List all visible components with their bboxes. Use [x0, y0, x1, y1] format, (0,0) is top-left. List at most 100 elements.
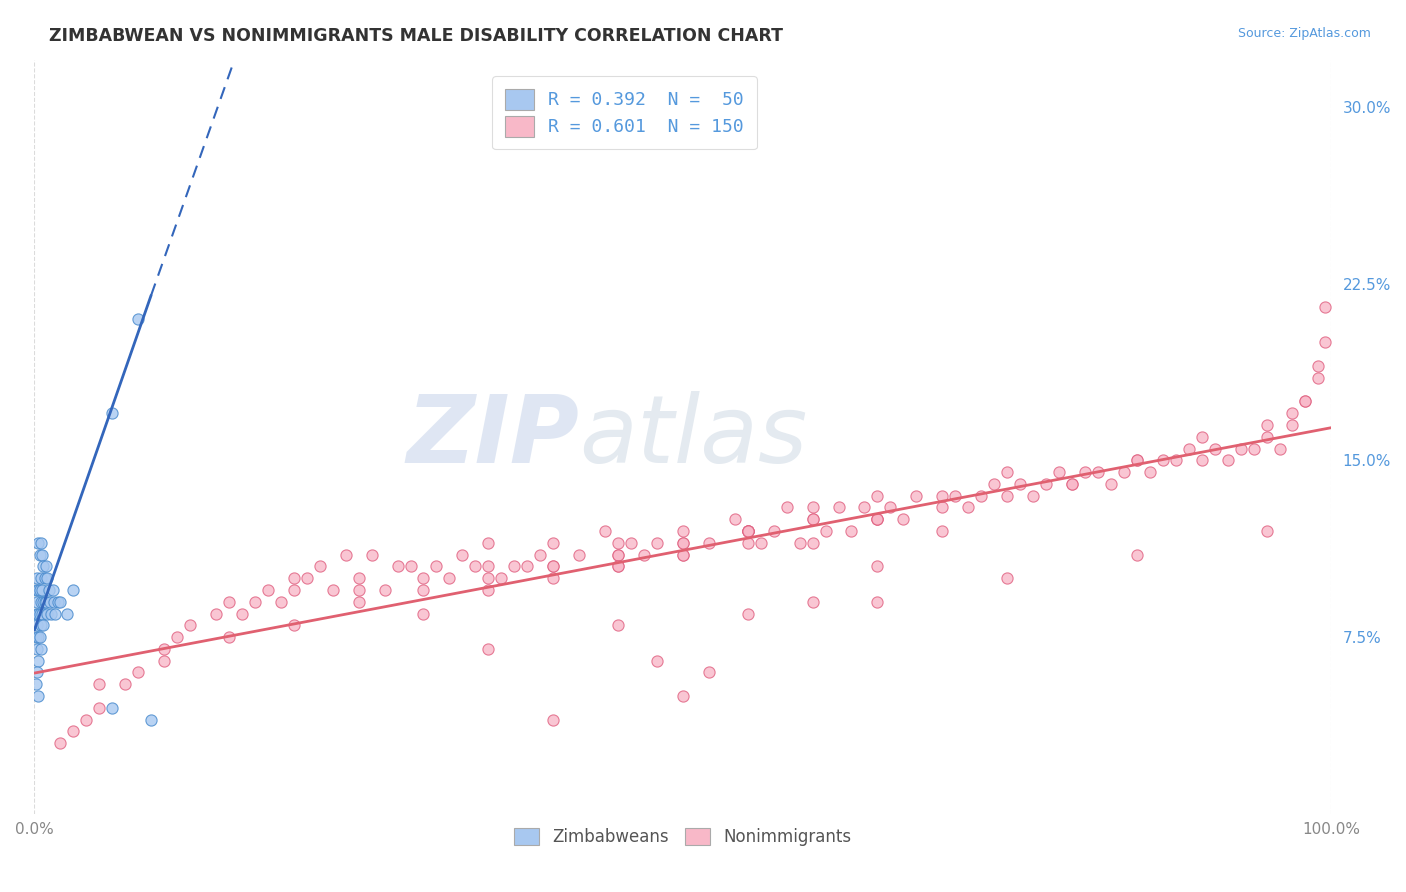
Point	[412, 582, 434, 597]
Point	[593, 524, 616, 538]
Point	[89, 677, 111, 691]
Point	[75, 713, 97, 727]
Point	[25, 618, 48, 632]
Point	[1099, 476, 1122, 491]
Point	[127, 665, 149, 680]
Point	[25, 571, 48, 585]
Point	[27, 654, 49, 668]
Point	[762, 524, 785, 538]
Point	[1126, 548, 1149, 562]
Point	[477, 641, 499, 656]
Point	[1256, 417, 1278, 432]
Point	[477, 571, 499, 585]
Point	[477, 582, 499, 597]
Point	[529, 548, 551, 562]
Point	[44, 607, 66, 621]
Point	[1294, 394, 1316, 409]
Point	[101, 406, 124, 420]
Point	[30, 641, 52, 656]
Point	[205, 607, 228, 621]
Point	[439, 571, 461, 585]
Text: atlas: atlas	[579, 392, 807, 483]
Point	[25, 595, 48, 609]
Point	[1268, 442, 1291, 456]
Point	[995, 571, 1018, 585]
Point	[49, 595, 72, 609]
Point	[827, 500, 849, 515]
Point	[114, 677, 136, 691]
Point	[1060, 476, 1083, 491]
Point	[879, 500, 901, 515]
Point	[1022, 489, 1045, 503]
Point	[814, 524, 837, 538]
Point	[283, 582, 305, 597]
Point	[1229, 442, 1251, 456]
Point	[1191, 453, 1213, 467]
Point	[412, 571, 434, 585]
Text: ZIP: ZIP	[406, 391, 579, 483]
Point	[866, 512, 889, 526]
Point	[30, 536, 52, 550]
Point	[347, 582, 370, 597]
Point	[477, 536, 499, 550]
Point	[32, 595, 55, 609]
Point	[387, 559, 409, 574]
Point	[347, 571, 370, 585]
Point	[801, 512, 824, 526]
Point	[27, 582, 49, 597]
Point	[1074, 465, 1097, 479]
Point	[1060, 476, 1083, 491]
Point	[1243, 442, 1265, 456]
Point	[983, 476, 1005, 491]
Point	[697, 536, 720, 550]
Point	[39, 595, 62, 609]
Point	[1010, 476, 1032, 491]
Point	[943, 489, 966, 503]
Point	[28, 548, 51, 562]
Point	[1204, 442, 1226, 456]
Point	[153, 654, 176, 668]
Point	[56, 607, 79, 621]
Point	[464, 559, 486, 574]
Point	[256, 582, 278, 597]
Point	[1126, 453, 1149, 467]
Point	[1256, 430, 1278, 444]
Point	[46, 595, 69, 609]
Point	[27, 630, 49, 644]
Point	[179, 618, 201, 632]
Point	[38, 582, 60, 597]
Point	[607, 548, 630, 562]
Point	[425, 559, 447, 574]
Point	[31, 607, 53, 621]
Point	[737, 524, 759, 538]
Point	[893, 512, 915, 526]
Point	[37, 571, 59, 585]
Point	[283, 618, 305, 632]
Point	[139, 713, 162, 727]
Point	[399, 559, 422, 574]
Point	[1313, 335, 1336, 350]
Point	[503, 559, 526, 574]
Point	[737, 524, 759, 538]
Point	[1112, 465, 1135, 479]
Point	[541, 559, 564, 574]
Point	[31, 548, 53, 562]
Point	[24, 607, 46, 621]
Point	[724, 512, 747, 526]
Point	[1087, 465, 1109, 479]
Point	[24, 677, 46, 691]
Point	[1177, 442, 1199, 456]
Point	[931, 524, 953, 538]
Point	[41, 582, 63, 597]
Point	[89, 701, 111, 715]
Point	[412, 607, 434, 621]
Point	[645, 654, 668, 668]
Legend: Zimbabweans, Nonimmigrants: Zimbabweans, Nonimmigrants	[506, 820, 860, 855]
Point	[30, 595, 52, 609]
Point	[697, 665, 720, 680]
Point	[49, 736, 72, 750]
Point	[1216, 453, 1239, 467]
Point	[35, 559, 58, 574]
Point	[607, 548, 630, 562]
Point	[620, 536, 643, 550]
